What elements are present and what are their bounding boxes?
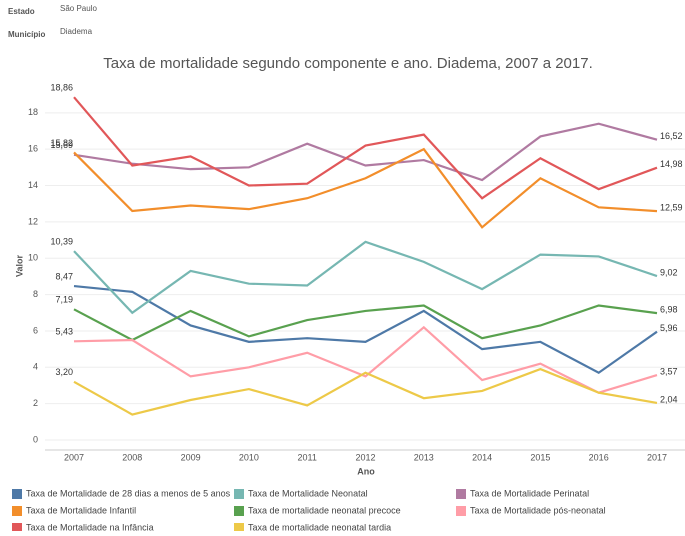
y-tick-label: 18	[28, 107, 38, 117]
filter-value: São Paulo	[60, 4, 97, 13]
filter-value: Diadema	[60, 27, 93, 36]
data-label: 6,98	[660, 304, 678, 314]
series-line	[73, 96, 658, 200]
data-label: 14,98	[660, 159, 683, 169]
legend-label: Taxa de mortalidade neonatal precoce	[248, 505, 401, 515]
y-tick-label: 10	[28, 253, 38, 263]
x-tick-label: 2015	[530, 452, 550, 462]
x-tick-label: 2012	[355, 452, 375, 462]
legend-swatch	[456, 506, 466, 516]
legend-label: Taxa de mortalidade neonatal tardia	[248, 522, 391, 531]
series-line	[73, 240, 658, 315]
data-label: 7,19	[55, 295, 73, 305]
x-tick-label: 2011	[298, 452, 317, 462]
series-line	[73, 325, 658, 394]
y-tick-label: 6	[33, 325, 38, 335]
data-label: 18,86	[50, 83, 73, 93]
y-tick-label: 12	[28, 216, 38, 226]
x-tick-label: 2009	[181, 452, 201, 462]
data-label: 16,52	[660, 131, 683, 141]
data-label: 9,02	[660, 267, 678, 277]
y-tick-label: 8	[33, 289, 38, 299]
data-label: 8,47	[55, 271, 73, 281]
legend-swatch	[234, 523, 244, 533]
legend-label: Taxa de Mortalidade na Infância	[26, 522, 154, 531]
legend-label: Taxa de Mortalidade Neonatal	[248, 488, 368, 498]
data-label: 3,57	[660, 366, 678, 376]
y-tick-label: 0	[33, 434, 38, 444]
x-axis-label: Ano	[357, 466, 375, 476]
series-line	[73, 367, 658, 416]
legend-swatch	[456, 489, 466, 499]
legend-swatch	[234, 506, 244, 516]
legend-swatch	[12, 489, 22, 499]
data-label: 15,69	[50, 140, 73, 150]
y-tick-label: 4	[33, 362, 38, 372]
data-label: 12,59	[660, 203, 683, 213]
filter-label: Município	[8, 30, 45, 39]
legend-label: Taxa de Mortalidade de 28 dias a menos d…	[26, 488, 231, 498]
data-label: 10,39	[50, 237, 73, 247]
legend-swatch	[234, 489, 244, 499]
data-label: 5,43	[55, 327, 73, 337]
series-line	[73, 147, 658, 229]
data-label: 15,82	[50, 138, 73, 148]
data-label: 2,04	[660, 394, 678, 404]
filter-label: Estado	[8, 7, 35, 16]
y-tick-label: 14	[28, 180, 38, 190]
x-tick-label: 2014	[472, 452, 492, 462]
legend-label: Taxa de Mortalidade Infantil	[26, 505, 136, 515]
y-axis-label: Valor	[14, 254, 24, 277]
y-tick-label: 2	[33, 398, 38, 408]
series-line	[73, 304, 658, 342]
legend-swatch	[12, 523, 22, 533]
x-tick-label: 2007	[64, 452, 84, 462]
legend-swatch	[12, 506, 22, 516]
y-tick-label: 16	[28, 144, 38, 154]
legend-label: Taxa de Mortalidade pós-neonatal	[470, 505, 606, 515]
x-tick-label: 2017	[647, 452, 667, 462]
x-tick-label: 2016	[589, 452, 609, 462]
series-line	[73, 122, 658, 182]
chart-title: Taxa de mortalidade segundo componente e…	[103, 55, 593, 72]
x-tick-label: 2008	[122, 452, 142, 462]
x-tick-label: 2010	[239, 452, 259, 462]
legend-label: Taxa de Mortalidade Perinatal	[470, 488, 589, 498]
data-label: 3,20	[55, 367, 73, 377]
x-tick-label: 2013	[414, 452, 434, 462]
data-label: 5,96	[660, 323, 678, 333]
series-line	[73, 284, 658, 375]
